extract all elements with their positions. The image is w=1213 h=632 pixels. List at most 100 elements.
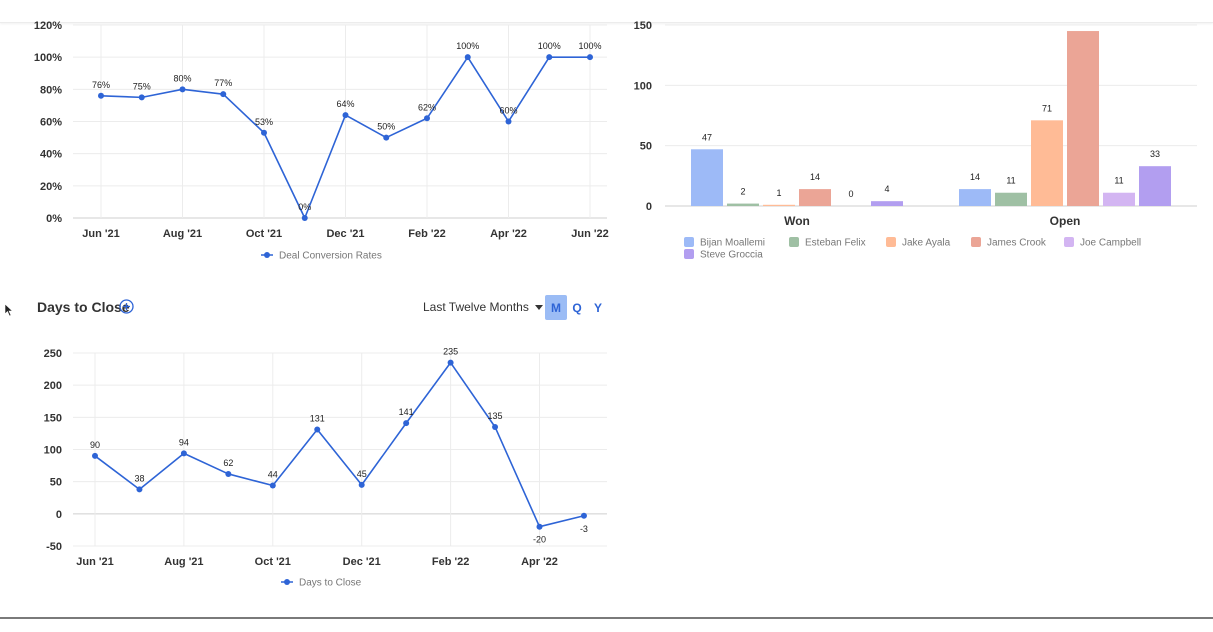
legend-swatch-icon (1064, 237, 1074, 247)
bar (1139, 166, 1171, 206)
bar-value-label: 33 (1150, 149, 1160, 159)
x-tick-label: Jun '21 (76, 556, 113, 568)
time-range-dropdown[interactable]: Last Twelve Months (423, 300, 543, 314)
data-label: 80% (173, 73, 191, 83)
days-to-close-title: Days to Close (37, 299, 130, 315)
data-label: 0% (298, 202, 311, 212)
bar-value-label: 14 (810, 172, 820, 182)
legend-label: Steve Groccia (700, 250, 763, 261)
y-tick-label: 60% (40, 117, 62, 129)
data-label: 76% (92, 80, 110, 90)
x-tick-label: Oct '21 (246, 228, 282, 240)
data-label: 53% (255, 117, 273, 127)
data-point (546, 54, 553, 61)
bar (871, 201, 903, 206)
period-month-toggle[interactable]: M (545, 295, 567, 320)
series-line (94, 361, 585, 528)
data-label: 100% (578, 41, 601, 51)
bottom-divider (0, 617, 1213, 619)
data-label: 90 (90, 440, 100, 450)
add-circle-icon[interactable] (119, 299, 134, 314)
legend-swatch-icon (886, 237, 896, 247)
x-tick-label: Feb '22 (432, 556, 469, 568)
bar-value-label: 2 (740, 187, 745, 197)
mouse-cursor-icon (4, 303, 14, 317)
data-point (92, 452, 98, 459)
data-label: 62% (418, 102, 436, 112)
won-open-bar-chart: 0 50 100 150 47 2 1 14 0 4 Won 14 11 71 11 33 Open Bijan … (634, 20, 1197, 261)
bar (959, 189, 991, 206)
x-tick-label: Dec '21 (343, 556, 381, 568)
top-header-strip (0, 0, 1213, 23)
data-label: 135 (488, 411, 503, 421)
data-point (314, 426, 321, 433)
y-tick-label: 40% (40, 149, 62, 161)
y-tick-label: 100% (34, 52, 62, 64)
data-point (98, 92, 104, 99)
data-point (587, 54, 593, 61)
data-label: 45 (357, 469, 367, 479)
x-category-label: Won (784, 214, 810, 228)
data-label: 60% (499, 106, 517, 116)
x-tick-label: Aug '21 (164, 556, 203, 568)
bar (727, 203, 759, 206)
data-point (403, 420, 410, 427)
bar (763, 204, 795, 206)
bar-value-label: 0 (848, 189, 853, 199)
legend-label: Bijan Moallemi (700, 238, 765, 249)
data-point (261, 129, 267, 136)
x-tick-label: Apr '22 (521, 556, 558, 568)
data-point (138, 94, 145, 101)
legend-label: Deal Conversion Rates (279, 251, 382, 262)
y-tick-label: 80% (40, 84, 62, 96)
data-point (220, 91, 227, 98)
y-tick-label: 0 (56, 509, 62, 521)
legend-swatch-icon (971, 237, 981, 247)
bar (1031, 120, 1063, 206)
legend-swatch-icon (684, 249, 694, 259)
x-tick-label: Jun '22 (571, 228, 608, 240)
data-label: 100% (538, 41, 561, 51)
bar-value-label: 47 (702, 132, 712, 142)
y-tick-label: 200 (44, 380, 62, 392)
bar (1103, 192, 1135, 206)
data-label: 62 (223, 458, 233, 468)
data-point (180, 450, 187, 457)
period-quarter-toggle[interactable]: Q (572, 300, 582, 315)
bar-value-label: 1 (776, 188, 781, 198)
data-label: 64% (336, 99, 354, 109)
legend-label: Esteban Felix (805, 238, 866, 249)
legend-marker-icon (264, 252, 270, 258)
data-point (342, 112, 349, 119)
data-point (447, 359, 454, 366)
data-label: -3 (580, 524, 588, 534)
data-point (492, 423, 499, 430)
y-tick-label: 50 (50, 477, 62, 489)
data-point (179, 86, 186, 93)
data-label: 38 (134, 473, 144, 483)
legend-swatch-icon (684, 237, 694, 247)
y-tick-label: 150 (634, 20, 652, 32)
bar (1067, 31, 1099, 207)
data-point (269, 482, 276, 489)
bar-value-label: 11 (1006, 176, 1015, 186)
data-label: 131 (310, 414, 325, 424)
data-point (424, 115, 430, 122)
bar (691, 149, 723, 206)
data-point (358, 481, 365, 488)
x-tick-label: Apr '22 (490, 228, 527, 240)
bar-value-label: 14 (970, 172, 980, 182)
time-range-label: Last Twelve Months (423, 300, 529, 314)
y-tick-label: 0% (46, 213, 62, 225)
data-label: 77% (214, 78, 232, 88)
bar (995, 192, 1027, 206)
data-label: -20 (533, 535, 546, 545)
deal-conversion-chart: 0% 20% 40% 60% 80% 100% 120% Jun '21 Aug '21 Oct … (34, 20, 609, 262)
x-tick-label: Dec '21 (326, 228, 364, 240)
period-year-toggle[interactable]: Y (593, 300, 602, 315)
data-label: 141 (399, 407, 414, 417)
legend-label: Jake Ayala (902, 238, 951, 249)
bar (799, 189, 831, 206)
data-label: 235 (443, 347, 458, 357)
legend-label: Days to Close (299, 578, 362, 589)
